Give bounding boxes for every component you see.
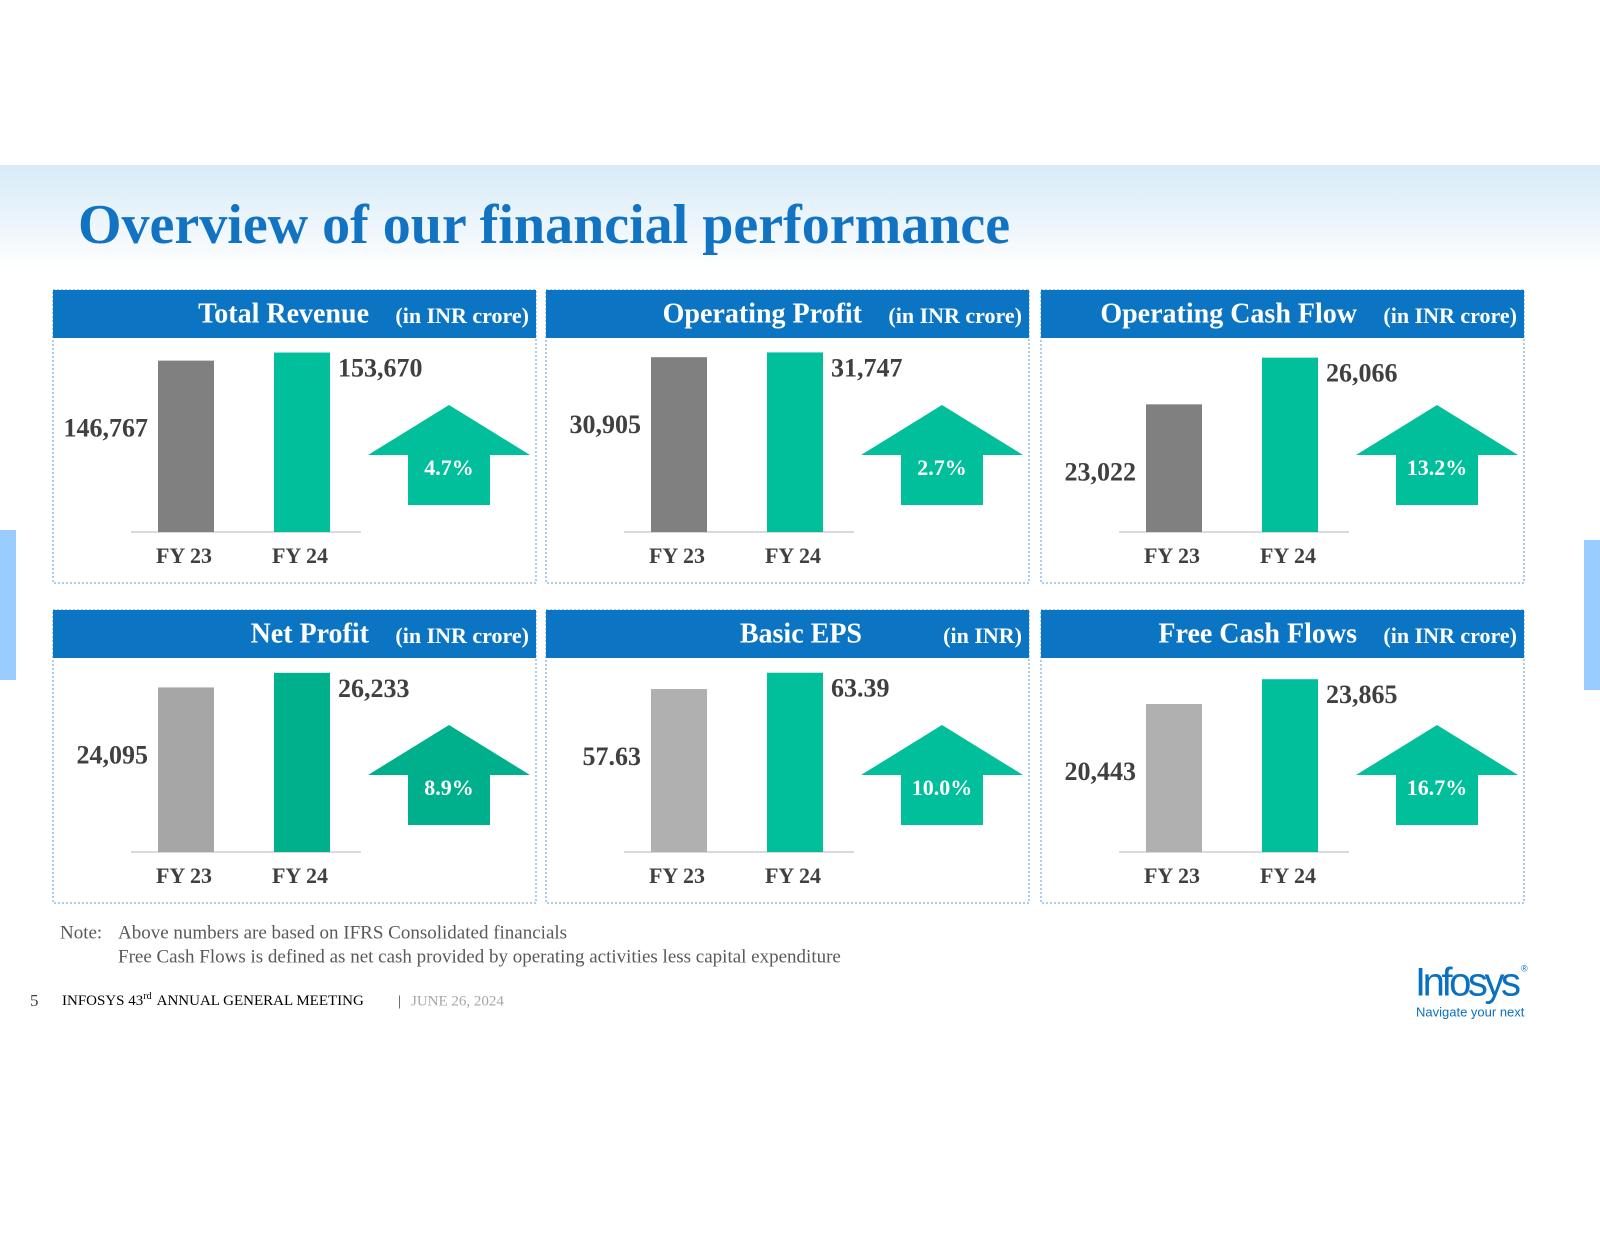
growth-arrow: [861, 725, 1023, 825]
panel-title: Total Revenue: [198, 298, 369, 329]
bar: [274, 672, 330, 852]
bar: [158, 687, 214, 852]
panel-unit: (in INR): [943, 623, 1022, 648]
value-label: 31,747: [831, 353, 903, 382]
bar: [767, 672, 823, 852]
x-tick-label: FY 24: [1260, 863, 1316, 888]
note-line: Free Cash Flows is defined as net cash p…: [118, 946, 841, 967]
bar: [1146, 703, 1202, 852]
value-label: 23,865: [1326, 680, 1398, 709]
value-label: 63.39: [831, 674, 890, 703]
panel-header: [546, 290, 1029, 338]
value-label: 26,066: [1326, 359, 1398, 388]
event-pre: INFOSYS 43: [62, 993, 143, 1009]
growth-label: 2.7%: [917, 455, 967, 480]
x-tick-label: FY 24: [272, 543, 328, 568]
value-label: 30,905: [570, 410, 642, 439]
panel-unit: (in INR crore): [888, 303, 1022, 328]
x-tick-label: FY 23: [156, 863, 212, 888]
x-tick-label: FY 23: [156, 543, 212, 568]
x-tick-label: FY 24: [765, 543, 821, 568]
growth-label: 10.0%: [912, 775, 973, 800]
date: JUNE 26, 2024: [411, 993, 504, 1009]
panel-header: [1041, 610, 1524, 658]
bar: [1262, 357, 1318, 532]
panel-unit: (in INR crore): [1383, 623, 1517, 648]
value-label: 20,443: [1065, 757, 1137, 786]
panel-title: Free Cash Flows: [1158, 618, 1357, 649]
note-line: Above numbers are based on IFRS Consolid…: [118, 922, 567, 943]
logo-mark: ®: [1521, 963, 1528, 973]
x-tick-label: FY 24: [272, 863, 328, 888]
value-label: 57.63: [583, 742, 642, 771]
x-tick-label: FY 23: [649, 543, 705, 568]
charts: Total Revenue (in INR crore) FY 23 146,767 F…: [52, 289, 1525, 904]
value-label: 26,233: [338, 674, 410, 703]
growth-arrow: [861, 405, 1023, 505]
panel-unit: (in INR crore): [1383, 303, 1517, 328]
event-name: INFOSYS 43rd ANNUAL GENERAL MEETING: [62, 991, 364, 1009]
logo-name: Infosys: [1415, 961, 1520, 1005]
panel-header: [53, 290, 536, 338]
bar: [651, 357, 707, 532]
bar: [158, 360, 214, 532]
growth-arrow: [1356, 725, 1518, 825]
bar: [274, 352, 330, 532]
x-tick-label: FY 24: [1260, 543, 1316, 568]
event-sup: rd: [143, 991, 151, 1002]
side-tab: [0, 530, 16, 680]
panel-title: Operating Profit: [663, 298, 863, 329]
panel-header: [53, 610, 536, 658]
panel-unit: (in INR crore): [395, 623, 529, 648]
growth-label: 8.9%: [424, 775, 474, 800]
bar: [1146, 404, 1202, 532]
growth-arrow: [368, 405, 530, 505]
bar: [651, 689, 707, 852]
bar: [1262, 679, 1318, 852]
bar: [767, 352, 823, 532]
header-wash: [0, 165, 1600, 270]
x-tick-label: FY 23: [649, 863, 705, 888]
panel-title: Net Profit: [251, 618, 370, 649]
growth-label: 16.7%: [1407, 775, 1468, 800]
growth-arrow: [368, 725, 530, 825]
panel-title: Basic EPS: [740, 618, 862, 649]
x-tick-label: FY 23: [1144, 863, 1200, 888]
growth-arrow: [1356, 405, 1518, 505]
logo-tagline: Navigate your next: [1416, 1004, 1525, 1019]
note-label: Note:: [60, 922, 102, 943]
x-tick-label: FY 24: [765, 863, 821, 888]
value-label: 24,095: [77, 740, 149, 769]
event-post: ANNUAL GENERAL MEETING: [157, 993, 364, 1009]
separator: |: [398, 993, 401, 1009]
value-label: 23,022: [1065, 457, 1137, 486]
growth-label: 13.2%: [1407, 455, 1468, 480]
panel-unit: (in INR crore): [395, 303, 529, 328]
value-label: 153,670: [338, 354, 423, 383]
slide-title: Overview of our financial performance: [78, 194, 1010, 256]
growth-label: 4.7%: [424, 455, 474, 480]
value-label: 146,767: [64, 414, 149, 443]
panel-header: [546, 610, 1029, 658]
page-number: 5: [30, 991, 39, 1010]
panel-header: [1041, 290, 1524, 338]
side-tab: [1584, 540, 1600, 690]
panel-title: Operating Cash Flow: [1100, 298, 1357, 329]
x-tick-label: FY 23: [1144, 543, 1200, 568]
